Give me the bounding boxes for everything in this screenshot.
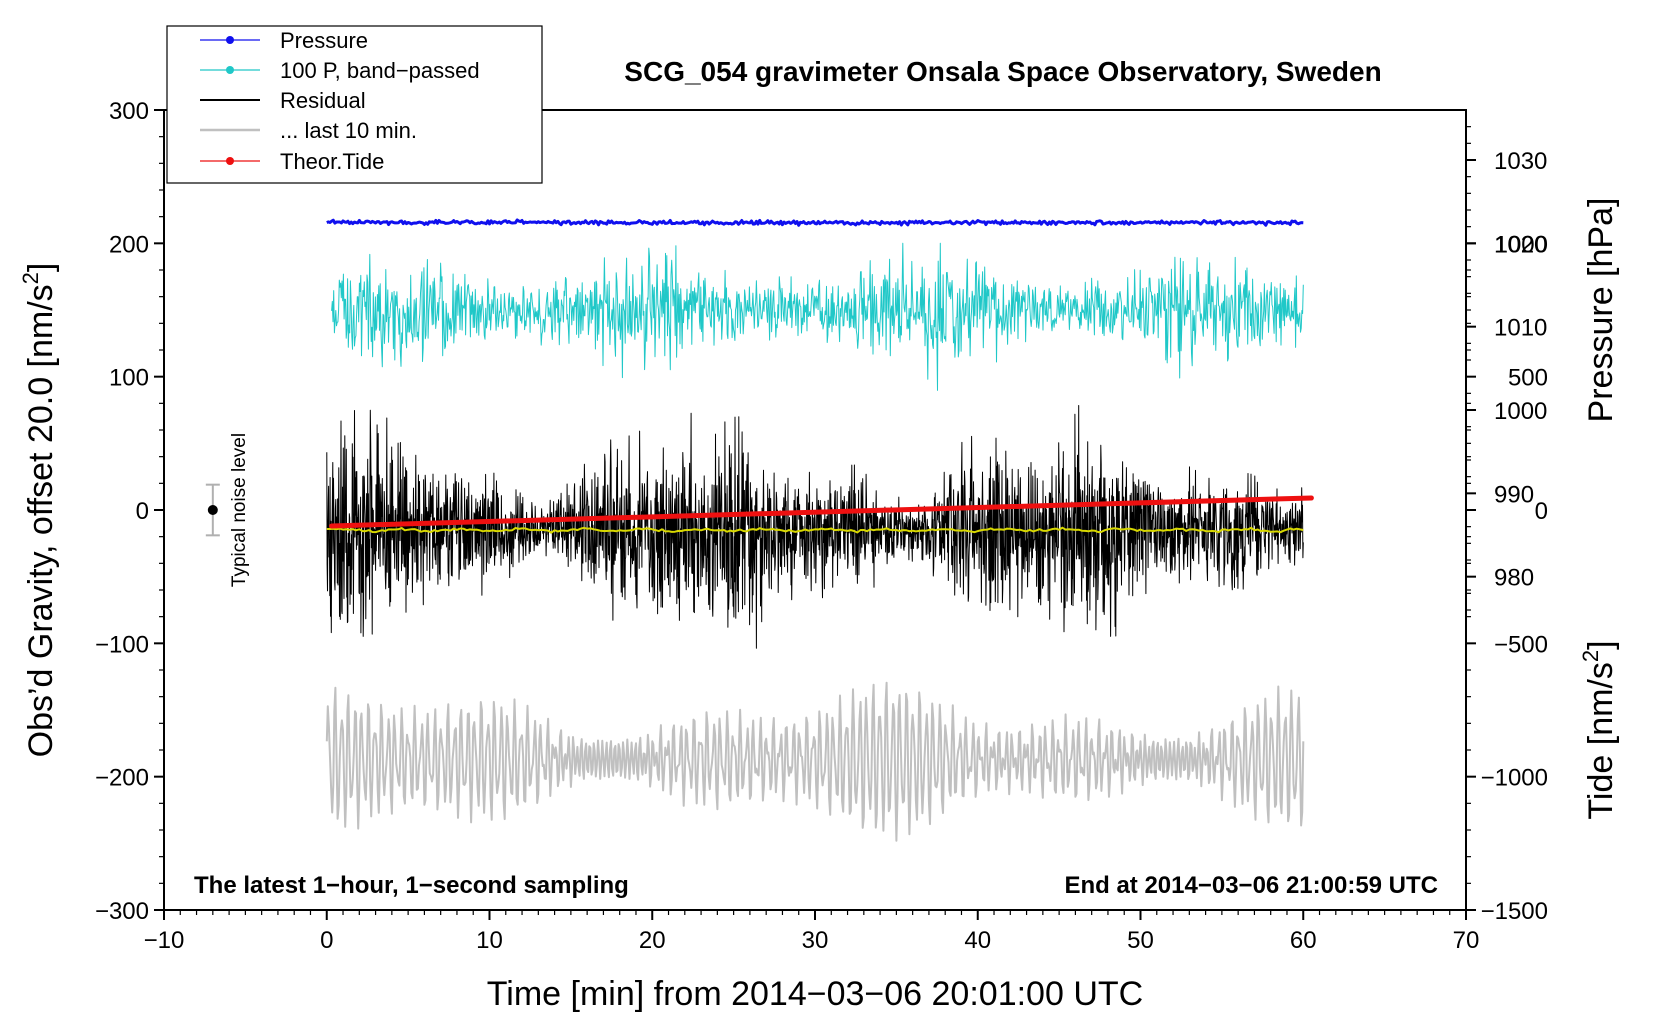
- y-axis-label-tide-text: Tide [nm/s: [1582, 662, 1620, 819]
- y-axis-label-left-sup: 2: [18, 272, 43, 284]
- x-tick-label: 40: [964, 927, 991, 954]
- series-last-10-min: [325, 681, 1305, 842]
- y-tide-tick-label: 500: [1508, 365, 1548, 392]
- y-pressure-tick-label: 980: [1494, 565, 1534, 592]
- y-left-tick-label: −300: [95, 898, 149, 925]
- annotation-sampling: The latest 1−hour, 1−second sampling: [194, 872, 629, 899]
- legend-item-last10: ... last 10 min.: [200, 118, 417, 143]
- legend-marker-pressure: [226, 36, 234, 44]
- legend-item-tide: Theor.Tide: [200, 149, 384, 174]
- series-pressure-line: [326, 218, 1304, 227]
- x-tick-label: 50: [1127, 927, 1154, 954]
- y-axis-label-tide-close: ]: [1582, 640, 1620, 649]
- series-theoretical-tide-line: [329, 495, 1314, 529]
- x-tick-label: 70: [1453, 927, 1480, 954]
- legend-marker-bandpassed: [226, 66, 234, 74]
- x-tick-label: 60: [1290, 927, 1317, 954]
- noise-level-dot: [207, 505, 218, 515]
- legend-label-bandpassed: 100 P, band−passed: [280, 58, 480, 83]
- noise-level-indicator: Typical noise level: [205, 433, 250, 587]
- y-axis-label-left-close: ]: [22, 263, 60, 272]
- y-left-tick-label: 100: [109, 365, 149, 392]
- legend-label-pressure: Pressure: [280, 28, 368, 53]
- y-axis-label-tide: Tide [nm/s2]: [1578, 640, 1620, 819]
- y-tide-tick-label: 1000: [1495, 231, 1548, 258]
- x-tick-label: 20: [639, 927, 666, 954]
- series-pressure: [326, 218, 1304, 227]
- y-pressure-tick-label: 1000: [1494, 398, 1547, 425]
- noise-level-label: Typical noise level: [229, 433, 250, 587]
- series-layer: [325, 218, 1314, 842]
- legend: Pressure 100 P, band−passed Residual ...…: [166, 25, 543, 184]
- y-axis-label-left-text: Obs’d Gravity, offset 20.0 [nm/s: [22, 284, 60, 757]
- annotation-end-time: End at 2014−03−06 21:00:59 UTC: [1064, 872, 1438, 899]
- y-left-tick-label: 0: [136, 498, 149, 525]
- series-residual-mean: [326, 526, 1304, 534]
- y-pressure-tick-label: 1020: [1494, 231, 1547, 258]
- x-tick-label: 30: [802, 927, 829, 954]
- y-axis-label-tide-sup: 2: [1578, 650, 1603, 662]
- y-left-tick-label: 200: [109, 231, 149, 258]
- x-tick-label: −10: [144, 927, 185, 954]
- legend-item-pressure: Pressure: [200, 28, 368, 53]
- y-axis-label-left: Obs’d Gravity, offset 20.0 [nm/s2]: [18, 263, 60, 758]
- legend-label-last10: ... last 10 min.: [280, 118, 417, 143]
- y-tide-tick-label: −500: [1494, 631, 1548, 658]
- y-tide-tick-label: 0: [1535, 498, 1548, 525]
- legend-label-residual: Residual: [280, 88, 366, 113]
- ticks-layer: −10 0 10 20 30 40 50 60 703002001000−100−200−300…: [95, 98, 1548, 954]
- y-left-tick-label: −100: [95, 631, 149, 658]
- y-tide-tick-label: −1500: [1481, 898, 1548, 925]
- legend-item-residual: Residual: [200, 88, 366, 113]
- series-last-10-min-line: [325, 681, 1305, 842]
- y-pressure-tick-label: 1030: [1494, 148, 1547, 175]
- series-100p-bandpassed-line: [331, 242, 1304, 391]
- series-theoretical-tide: [329, 495, 1314, 529]
- x-tick-label: 10: [476, 927, 503, 954]
- y-pressure-tick-label: 1010: [1494, 315, 1547, 342]
- legend-box: [166, 25, 543, 184]
- x-tick-label: 0: [320, 927, 333, 954]
- x-axis-label: Time [min] from 2014−03−06 20:01:00 UTC: [487, 975, 1143, 1013]
- legend-label-tide: Theor.Tide: [280, 149, 384, 174]
- chart-title: SCG_054 gravimeter Onsala Space Observat…: [624, 56, 1381, 87]
- y-tide-tick-label: −1000: [1481, 765, 1548, 792]
- legend-marker-tide: [226, 157, 234, 165]
- series-100p-bandpassed: [331, 242, 1304, 391]
- y-left-tick-label: 300: [109, 98, 149, 125]
- legend-item-bandpassed: 100 P, band−passed: [200, 58, 480, 83]
- y-axis-label-pressure: Pressure [hPa]: [1582, 198, 1620, 423]
- series-residual-mean-line: [326, 526, 1304, 534]
- y-pressure-tick-label: 990: [1494, 481, 1534, 508]
- y-left-tick-label: −200: [95, 765, 149, 792]
